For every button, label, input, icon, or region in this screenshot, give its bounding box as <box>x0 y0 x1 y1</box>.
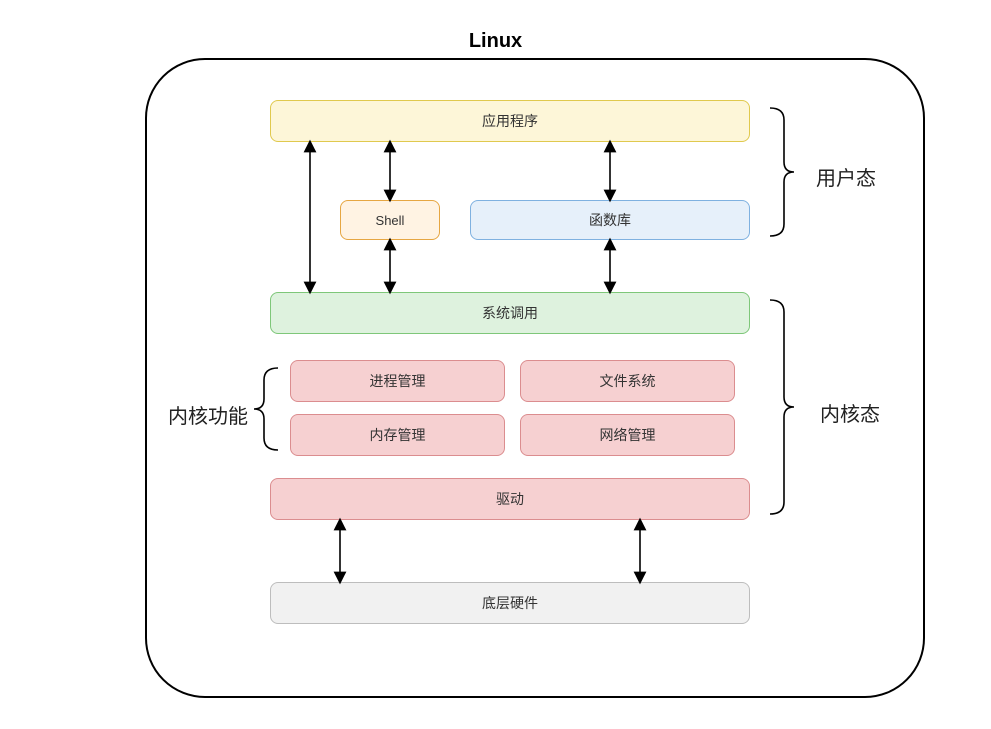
box-shell: Shell <box>340 200 440 240</box>
diagram-title: Linux <box>0 30 991 53</box>
box-proc-label: 进程管理 <box>370 371 426 391</box>
box-fs-label: 文件系统 <box>600 371 656 391</box>
box-driver: 驱动 <box>270 478 750 520</box>
box-proc: 进程管理 <box>290 360 505 402</box>
box-lib-label: 函数库 <box>589 210 631 230</box>
brace-kfunc-label: 内核功能 <box>168 400 248 429</box>
brace-user-label: 用户态 <box>816 162 876 191</box>
brace-kernel-label: 内核态 <box>820 398 880 427</box>
box-syscall-label: 系统调用 <box>482 303 538 323</box>
box-driver-label: 驱动 <box>496 489 524 509</box>
box-hw-label: 底层硬件 <box>482 593 538 613</box>
box-fs: 文件系统 <box>520 360 735 402</box>
box-net-label: 网络管理 <box>600 425 656 445</box>
box-lib: 函数库 <box>470 200 750 240</box>
box-mem-label: 内存管理 <box>370 425 426 445</box>
box-shell-label: Shell <box>376 213 405 228</box>
box-syscall: 系统调用 <box>270 292 750 334</box>
diagram-canvas: Linux 应用程序 Shell 函数库 系统调用 进程管理 文件系统 内存管理… <box>0 0 991 729</box>
box-mem: 内存管理 <box>290 414 505 456</box>
box-app: 应用程序 <box>270 100 750 142</box>
box-app-label: 应用程序 <box>482 111 538 131</box>
box-hw: 底层硬件 <box>270 582 750 624</box>
box-net: 网络管理 <box>520 414 735 456</box>
